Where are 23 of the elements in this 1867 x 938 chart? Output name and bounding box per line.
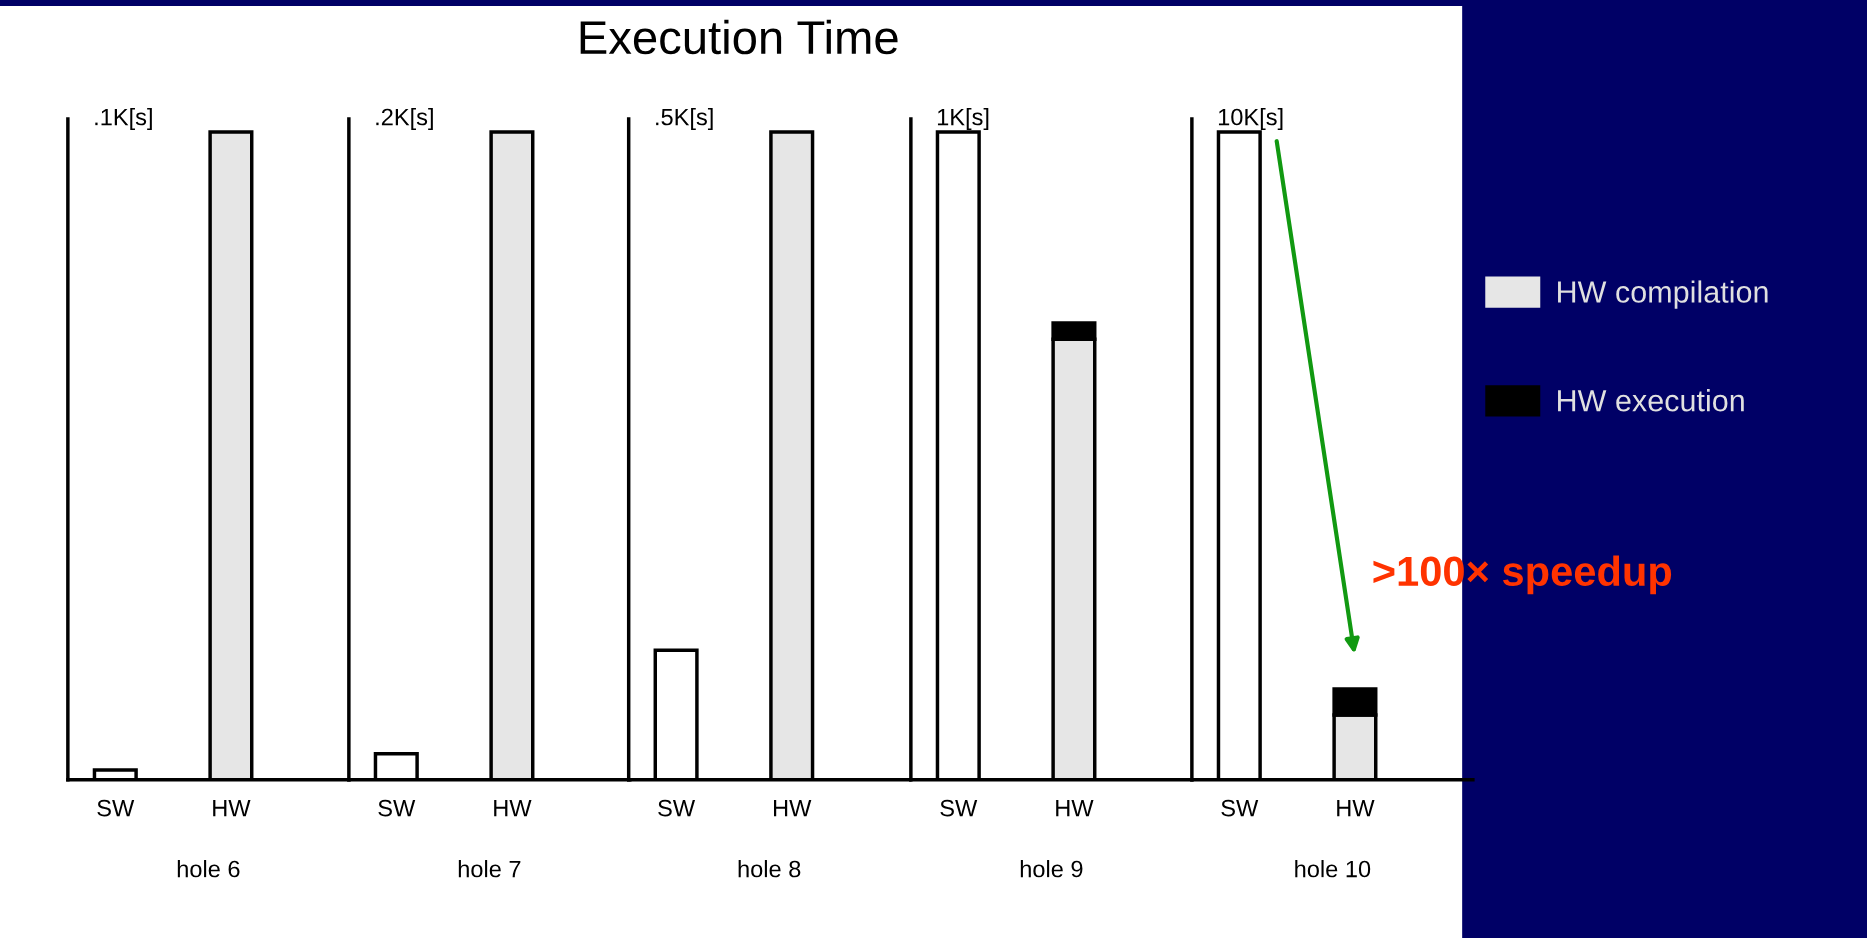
x-tick-label: SW bbox=[378, 799, 416, 817]
x-tick-label: HW bbox=[1056, 799, 1094, 817]
legend-label: HW compilation bbox=[1558, 280, 1768, 309]
x-tick-label: HW bbox=[1337, 799, 1375, 817]
x-tick-label: SW bbox=[940, 799, 978, 817]
x-tick-label: HW bbox=[494, 799, 532, 817]
x-tick-label: HW bbox=[213, 799, 251, 817]
x-axis-title: hole 10 bbox=[1295, 860, 1371, 878]
x-tick-label: HW bbox=[774, 799, 812, 817]
x-tick-label: SW bbox=[658, 799, 696, 817]
x-axis-title: hole 8 bbox=[738, 860, 801, 878]
y-axis-title: .1K[s] bbox=[95, 108, 152, 131]
y-axis-title: 10K[s] bbox=[1218, 108, 1283, 131]
x-tick-label: SW bbox=[1221, 799, 1259, 817]
chart-title: Execution Time bbox=[580, 19, 898, 55]
x-axis-title: hole 6 bbox=[177, 860, 240, 878]
x-tick-label: SW bbox=[97, 799, 135, 817]
y-axis-title: .2K[s] bbox=[376, 108, 433, 131]
x-axis-title: hole 7 bbox=[458, 860, 521, 878]
legend-label: HW execution bbox=[1558, 389, 1744, 412]
y-axis-title: 1K[s] bbox=[937, 108, 989, 131]
x-axis-title: hole 9 bbox=[1020, 860, 1083, 878]
y-axis-title: .5K[s] bbox=[656, 108, 713, 131]
